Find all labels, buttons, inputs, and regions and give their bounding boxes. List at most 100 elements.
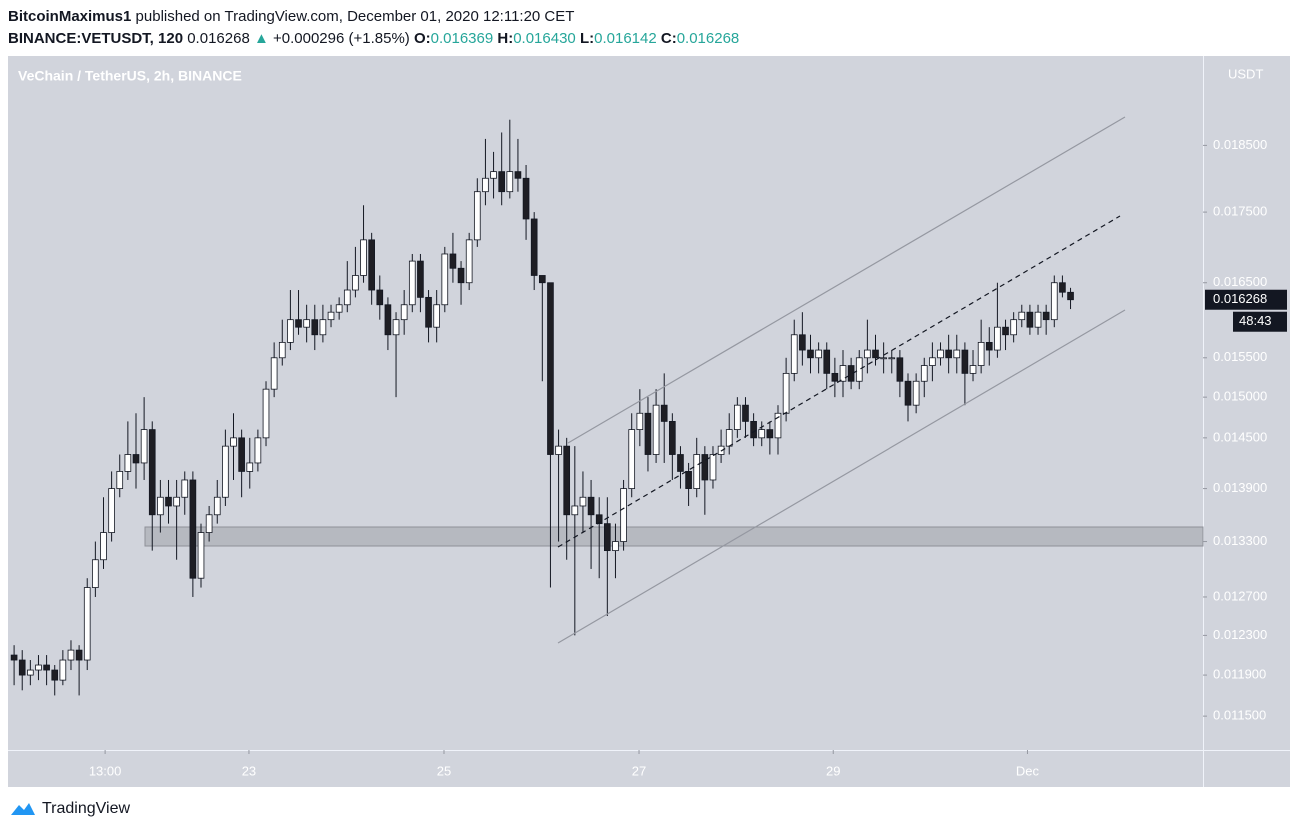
ohlc-value: 0.016430 xyxy=(513,30,576,47)
candle-body xyxy=(994,326,1001,351)
candle-body xyxy=(750,421,757,439)
candle-body xyxy=(571,505,579,516)
publisher: BitcoinMaximus1 xyxy=(8,8,132,25)
candle-body xyxy=(595,514,603,525)
candle-body xyxy=(482,177,489,193)
candle-body xyxy=(1026,311,1034,328)
candle-body xyxy=(555,445,562,455)
candle-body xyxy=(612,541,619,552)
candle-body xyxy=(831,372,839,382)
last: 0.016268 xyxy=(187,30,250,47)
candle-body xyxy=(270,357,278,390)
candle-body xyxy=(352,275,359,291)
published: published on TradingView.com, December 0… xyxy=(135,8,575,25)
candle-body xyxy=(205,514,213,533)
ohlc-label: L: xyxy=(579,30,595,47)
candle-body xyxy=(530,218,538,276)
support-zone xyxy=(144,526,1204,547)
ohlc-label: H: xyxy=(497,30,514,47)
ohlc-label: O: xyxy=(413,30,431,47)
candle-body xyxy=(985,341,993,351)
candle-body xyxy=(343,289,351,306)
candle-body xyxy=(238,437,245,472)
y-tick-label: 0.013300 xyxy=(1213,533,1267,548)
candle-body xyxy=(449,253,457,269)
candle-body xyxy=(1067,291,1074,301)
candle-body xyxy=(1018,311,1026,321)
up-arrow: ▲ xyxy=(253,30,269,47)
candle-body xyxy=(246,462,254,472)
candle-body xyxy=(35,664,42,671)
candle-body xyxy=(75,649,83,661)
y-tick-label: 0.012300 xyxy=(1213,627,1267,642)
x-tick-label: 25 xyxy=(437,763,451,778)
candle-body xyxy=(67,649,75,661)
candle-body xyxy=(197,532,205,579)
y-tick-label: 0.016500 xyxy=(1213,274,1267,289)
candle-body xyxy=(124,454,132,472)
candle-body xyxy=(376,289,384,306)
y-tick-label: 0.015000 xyxy=(1213,389,1267,404)
candle-body xyxy=(148,429,156,516)
candle-body xyxy=(587,496,595,516)
candle-body xyxy=(27,669,34,676)
candle-body xyxy=(140,429,148,464)
header: BitcoinMaximus1 published on TradingView… xyxy=(8,6,743,50)
candle-body xyxy=(384,304,392,336)
candle-body xyxy=(173,496,180,507)
candle-body xyxy=(43,664,50,671)
candle-body xyxy=(742,404,749,422)
candle-body xyxy=(400,304,408,321)
candle-body xyxy=(1002,326,1009,336)
candle-body xyxy=(652,404,660,455)
x-tick-label: 27 xyxy=(632,763,646,778)
candle-body xyxy=(254,437,262,464)
candle-body xyxy=(644,412,652,455)
candle-body xyxy=(872,349,879,359)
candle-body xyxy=(51,669,59,681)
candle-body xyxy=(620,488,627,542)
candle-body xyxy=(1010,319,1017,336)
candle-body xyxy=(538,275,546,284)
candle-body xyxy=(961,349,969,374)
candle-body xyxy=(896,357,904,382)
candle-body xyxy=(433,304,440,328)
symbol: BINANCE:VETUSDT, 120 xyxy=(8,30,184,47)
candle-body xyxy=(18,659,26,676)
candle-body xyxy=(888,357,896,360)
candle-body xyxy=(335,304,343,313)
logo: TradingView xyxy=(10,800,130,818)
x-tick-label: 29 xyxy=(826,763,840,778)
candle-body xyxy=(823,349,831,374)
candle-body xyxy=(157,496,164,516)
header-line: BINANCE:VETUSDT, 120 0.016268 ▲ +0.00029… xyxy=(8,28,743,50)
candle-body xyxy=(1050,282,1058,321)
y-tick-label: 0.017500 xyxy=(1213,204,1267,219)
candle-body xyxy=(669,421,676,455)
y-tick-label: 0.011500 xyxy=(1213,708,1266,723)
ohlc-value: 0.016268 xyxy=(676,30,740,47)
candle-body xyxy=(864,349,871,359)
candle-body xyxy=(945,349,952,359)
countdown-label: 48:43 xyxy=(1239,313,1272,328)
candle-body xyxy=(693,454,701,489)
change: +0.000296 (+1.85%) xyxy=(273,30,410,47)
candle-body xyxy=(677,454,684,472)
y-tick-label: 0.015500 xyxy=(1213,349,1267,364)
channel-lower xyxy=(557,309,1126,644)
candle-body xyxy=(937,349,944,359)
candle-body xyxy=(725,429,733,447)
candle-body xyxy=(815,349,822,359)
candle-body xyxy=(799,334,806,351)
chart-title: VeChain / TetherUS, 2h, BINANCE xyxy=(18,68,242,84)
candle-body xyxy=(1059,282,1066,293)
ohlc-value: 0.016369 xyxy=(430,30,494,47)
y-tick-label: 0.011900 xyxy=(1213,667,1266,682)
ohlc-value: 0.016142 xyxy=(594,30,657,47)
candle-body xyxy=(855,357,863,382)
candle-body xyxy=(116,471,124,489)
candle-body xyxy=(181,479,189,498)
candle-body xyxy=(425,296,432,328)
candles xyxy=(10,119,1074,696)
candle-body xyxy=(262,388,270,439)
